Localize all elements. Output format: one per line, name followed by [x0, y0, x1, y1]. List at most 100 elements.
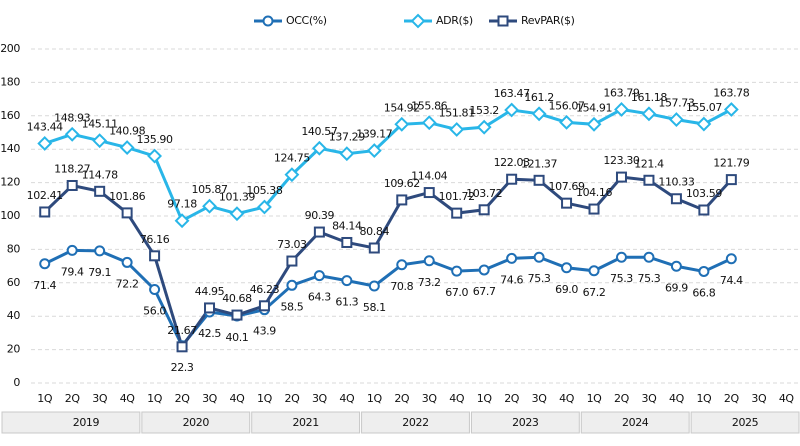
point [311, 140, 327, 156]
data-label: 67.0 [445, 286, 468, 299]
x-tick-label: 3Q [202, 392, 218, 405]
point [497, 15, 509, 27]
year-box [690, 411, 800, 434]
point [506, 252, 518, 264]
data-label: 114.78 [82, 168, 118, 181]
point [696, 116, 712, 132]
y-tick-label: 200 [0, 42, 20, 55]
point [451, 265, 463, 277]
x-tick-label: 2Q [65, 392, 81, 405]
data-label: 102.41 [27, 189, 63, 202]
point [231, 309, 243, 321]
data-label: 103.59 [686, 187, 722, 200]
data-label: 123.30 [603, 154, 639, 167]
x-tick-label: 3Q [422, 392, 438, 405]
year-label: 2021 [292, 416, 318, 429]
x-tick-label: 4Q [559, 392, 575, 405]
point [476, 119, 492, 135]
year-label: 2019 [73, 416, 100, 429]
point [725, 174, 737, 186]
data-label: 163.79 [603, 86, 639, 99]
point [615, 171, 627, 183]
x-tick-label: 3Q [312, 392, 328, 405]
y-tick-label: 40 [7, 309, 21, 322]
data-label: 73.03 [277, 238, 307, 251]
data-label: 145.11 [82, 118, 118, 131]
point [698, 265, 710, 277]
y-tick-label: 180 [0, 75, 20, 88]
point [506, 173, 518, 185]
data-label: 75.3 [637, 272, 660, 285]
year-label: 2022 [402, 416, 428, 429]
data-label: 122.03 [494, 156, 530, 169]
data-label: 46.23 [250, 283, 280, 296]
data-label: 101.39 [219, 191, 255, 204]
x-tick-label: 3Q [92, 392, 108, 405]
data-label: 64.3 [308, 291, 331, 304]
x-tick-label: 4Q [339, 392, 355, 405]
point [368, 280, 380, 292]
point [533, 251, 545, 263]
point [66, 179, 78, 191]
data-label: 118.27 [54, 162, 90, 175]
y-tick-label: 100 [0, 209, 20, 222]
data-label: 151.81 [439, 106, 475, 119]
data-label: 161.2 [524, 91, 554, 104]
data-label: 74.4 [720, 274, 743, 287]
data-label: 163.78 [713, 86, 749, 99]
y-tick-label: 160 [0, 109, 20, 122]
point [119, 140, 135, 155]
point [615, 251, 627, 263]
data-label: 66.8 [692, 286, 715, 299]
series-line [43, 175, 733, 351]
x-tick-label: 1Q [257, 392, 273, 405]
data-label: 153.2 [469, 104, 499, 117]
data-label: 76.16 [140, 233, 170, 246]
year-box [580, 411, 690, 434]
data-label: 154.92 [384, 101, 420, 114]
point [202, 198, 217, 214]
point [643, 174, 655, 186]
data-label: 114.04 [411, 170, 447, 183]
point [66, 244, 78, 256]
data-label: 61.3 [335, 296, 358, 309]
series-line [44, 248, 732, 349]
point [313, 226, 325, 238]
point [39, 258, 51, 270]
year-label: 2025 [732, 416, 759, 429]
y-tick-label: 140 [0, 142, 20, 155]
data-label: 79.4 [61, 265, 84, 278]
year-box [1, 411, 141, 434]
x-tick-label: 2Q [284, 392, 300, 405]
data-label: 71.4 [33, 279, 56, 292]
point [561, 197, 573, 209]
y-tick-label: 80 [7, 242, 21, 255]
point [421, 115, 437, 131]
data-label: 58.1 [363, 301, 386, 314]
point [423, 255, 435, 267]
data-label: 43.9 [253, 325, 276, 338]
data-label: 101.86 [109, 190, 145, 203]
point [341, 236, 353, 248]
point [174, 213, 190, 229]
data-label: 80.84 [360, 225, 390, 238]
point [478, 204, 490, 216]
data-label: 75.3 [528, 272, 551, 285]
year-label: 2020 [183, 416, 210, 429]
point [451, 207, 463, 219]
point [121, 207, 133, 219]
data-label: 40.1 [226, 331, 249, 344]
data-label: 69.0 [555, 283, 578, 296]
data-label: 104.16 [576, 186, 612, 199]
point [368, 242, 380, 254]
data-label: 105.87 [191, 183, 227, 196]
legend-label: ADR($) [436, 14, 473, 27]
data-label: 67.2 [583, 286, 606, 299]
point [586, 116, 602, 132]
point [396, 194, 408, 206]
data-label: 135.90 [137, 133, 173, 146]
point [478, 264, 490, 276]
point [423, 187, 435, 199]
x-tick-label: 4Q [449, 392, 465, 405]
point [284, 167, 300, 183]
